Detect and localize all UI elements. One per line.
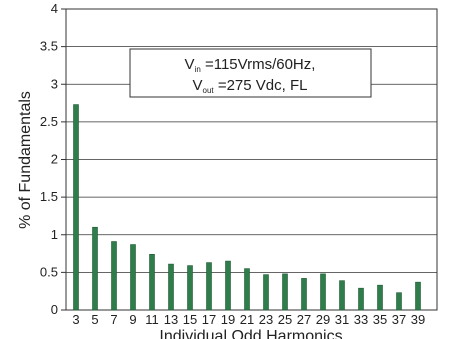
annotation-box: Vin =115Vrms/60Hz, Vout =275 Vdc, FL: [129, 48, 372, 98]
x-tick-label: 3: [72, 312, 79, 327]
x-tick-label: 5: [91, 312, 98, 327]
x-tick-label: 23: [259, 312, 273, 327]
x-tick-label: 21: [240, 312, 254, 327]
x-tick-label: 9: [129, 312, 136, 327]
y-tick-label: 3.5: [40, 39, 58, 54]
annotation-line-2: Vout =275 Vdc, FL: [193, 77, 308, 95]
annotation-line-1: Vin =115Vrms/60Hz,: [185, 56, 316, 74]
y-tick-label: 0: [51, 302, 58, 317]
x-tick-label: 31: [335, 312, 349, 327]
x-tick-label: 13: [164, 312, 178, 327]
bar-harmonic-11: [149, 254, 155, 311]
y-tick-label: 2.5: [40, 114, 58, 129]
x-tick-label: 17: [202, 312, 216, 327]
x-tick-label: 35: [373, 312, 387, 327]
y-tick-label: 1.5: [40, 189, 58, 204]
y-tick-labels: 0 0.5 1 1.5 2 2.5 3 3.5 4: [40, 1, 58, 317]
x-tick-label: 7: [110, 312, 117, 327]
bar-harmonic-25: [282, 273, 288, 311]
x-tick-label: 15: [183, 312, 197, 327]
bar-harmonic-9: [130, 244, 136, 311]
bar-harmonic-29: [320, 273, 326, 311]
x-tick-label: 37: [392, 312, 406, 327]
bar-harmonic-39: [415, 281, 421, 311]
bar-harmonic-5: [92, 226, 98, 311]
bar-harmonic-15: [187, 265, 193, 311]
x-tick-label: 33: [354, 312, 368, 327]
bar-harmonic-27: [301, 278, 307, 311]
x-tick-label: 27: [297, 312, 311, 327]
x-axis-label: Individual Odd Harmonics: [159, 328, 342, 339]
x-tick-label: 19: [221, 312, 235, 327]
bar-harmonic-31: [339, 280, 345, 311]
bar-harmonic-35: [377, 284, 383, 311]
y-axis-label: % of Fundamentals: [17, 91, 34, 229]
y-tick-label: 0.5: [40, 264, 58, 279]
x-tick-label: 25: [278, 312, 292, 327]
x-tick-label: 29: [316, 312, 330, 327]
bar-harmonic-33: [358, 287, 364, 311]
grid-lines: [61, 8, 437, 311]
bar-harmonic-17: [206, 262, 212, 311]
x-tick-labels: 3 5 7 9 11 13 15 17 19 21 23 25 27 29 31 33 35 37 39: [72, 312, 425, 327]
bar-harmonic-7: [111, 241, 117, 311]
bar-harmonic-13: [168, 263, 174, 311]
x-tick-label: 39: [411, 312, 425, 327]
bar-harmonic-21: [244, 268, 250, 311]
bar-harmonic-23: [263, 274, 269, 311]
y-tick-label: 4: [51, 1, 58, 16]
x-tick-label: 11: [145, 312, 159, 327]
y-tick-label: 1: [51, 227, 58, 242]
y-tick-label: 2: [51, 152, 58, 167]
bars: [73, 104, 421, 311]
bar-harmonic-37: [396, 292, 402, 311]
bar-harmonic-3: [73, 104, 79, 311]
y-tick-label: 3: [51, 76, 58, 91]
bar-harmonic-19: [225, 260, 231, 311]
